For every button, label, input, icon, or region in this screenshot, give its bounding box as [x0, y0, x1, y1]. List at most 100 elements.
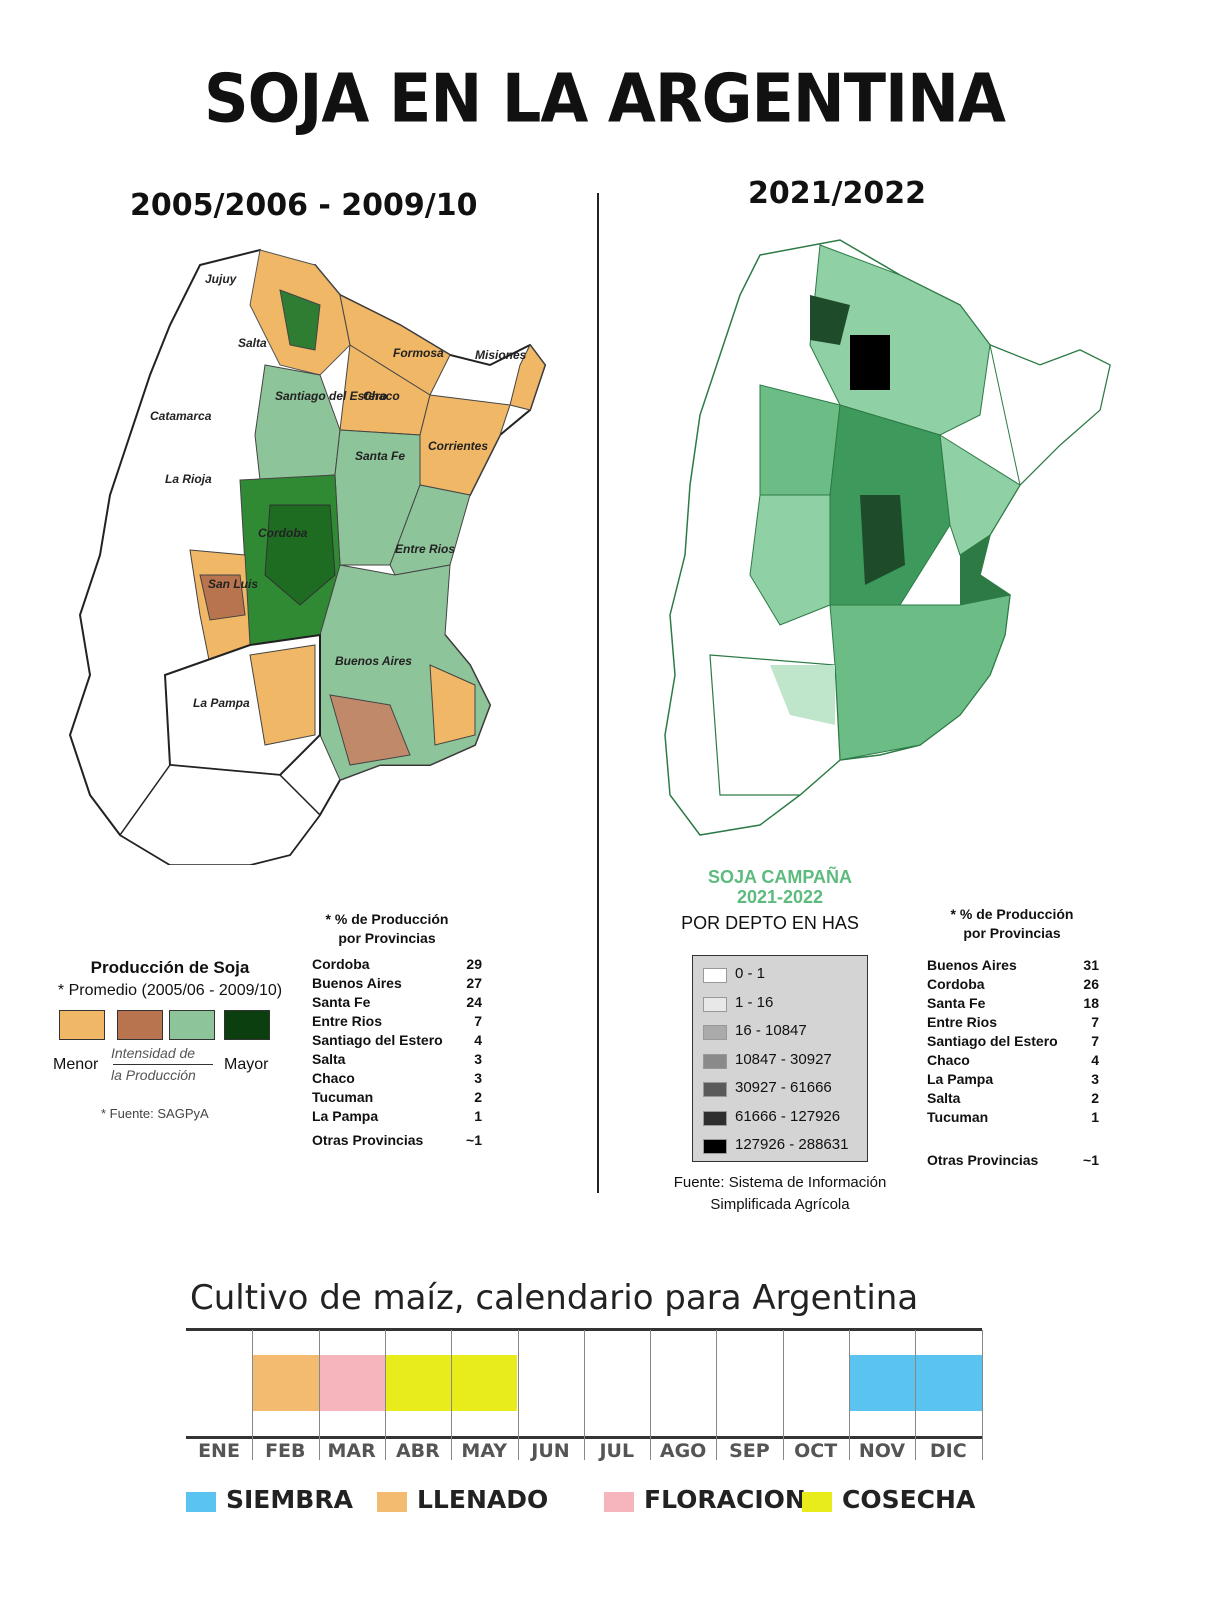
phase-swatch-siembra — [186, 1492, 216, 1512]
right-province-table: * % de Producción por Provincias Buenos … — [927, 905, 1099, 1175]
map-label: La Rioja — [165, 472, 212, 486]
table-row: Salta 3 — [312, 1051, 482, 1067]
month-label: JUL — [599, 1440, 635, 1462]
month-label: SEP — [729, 1440, 770, 1462]
right-legend-title-1: SOJA CAMPAÑA — [707, 867, 852, 887]
table-row: Chaco 3 — [312, 1070, 482, 1086]
calendar-divider — [915, 1330, 917, 1460]
table-header-1: * % de Producción — [950, 906, 1074, 922]
month-label: ABR — [395, 1440, 440, 1462]
left-period-title: 2005/2006 - 2009/10 — [130, 188, 478, 223]
map-label: La Pampa — [193, 696, 250, 710]
table-header-1: * % de Producción — [325, 911, 449, 927]
month-label: JUN — [531, 1440, 570, 1462]
table-row: La Pampa 3 — [927, 1071, 1099, 1087]
legend-axis-label-2: la Producción — [111, 1067, 196, 1083]
phase-swatch-cosecha — [802, 1492, 832, 1512]
table-row-other: Otras Provincias ~1 — [312, 1132, 482, 1148]
calendar-divider — [650, 1330, 652, 1460]
right-soy-map — [664, 239, 1111, 836]
map-label: Salta — [238, 336, 267, 350]
legend-swatch-3 — [169, 1010, 215, 1040]
month-label: ENE — [198, 1440, 240, 1462]
map-label: Jujuy — [205, 272, 238, 286]
right-legend-subtitle: POR DEPTO EN HAS — [681, 913, 859, 933]
phase-label-siembra: SIEMBRA — [226, 1485, 353, 1514]
legend-axis-arrow — [113, 1064, 213, 1065]
table-row: Santiago del Estero 7 — [927, 1033, 1099, 1049]
table-row: Cordoba 29 — [312, 956, 482, 972]
legend-swatch-4 — [224, 1010, 270, 1040]
right-legend-title-2: 2021-2022 — [736, 887, 824, 907]
table-row: Buenos Aires 31 — [927, 957, 1099, 973]
table-row: Cordoba 26 — [927, 976, 1099, 992]
right-source-2: Simplificada Agrícola — [710, 1196, 850, 1213]
calendar-divider — [252, 1330, 254, 1460]
table-row: Tucuman 2 — [312, 1089, 482, 1105]
month-label: MAY — [461, 1440, 507, 1462]
calendar-bar-abr — [385, 1355, 452, 1411]
calendar-divider — [849, 1330, 850, 1460]
calendar-bar-feb — [253, 1355, 319, 1411]
map-label: Santa Fe — [355, 449, 405, 463]
table-row: Santiago del Estero 4 — [312, 1032, 482, 1048]
calendar-bar-may — [452, 1355, 518, 1411]
table-row: Santa Fe 24 — [312, 994, 482, 1010]
table-row: Entre Rios 7 — [312, 1013, 482, 1029]
month-label: MAR — [327, 1440, 376, 1462]
calendar-bar-dic — [916, 1355, 982, 1411]
calendar-divider — [583, 1330, 585, 1460]
calendar-title: Cultivo de maíz, calendario para Argenti… — [190, 1278, 919, 1318]
calendar-divider — [716, 1330, 718, 1460]
legend-low-label: Menor — [53, 1056, 99, 1073]
left-legend-title: Producción de Soja — [90, 958, 250, 977]
right-source-1: Fuente: Sistema de Información — [673, 1174, 887, 1191]
table-row: Entre Rios 7 — [927, 1014, 1099, 1030]
map-label: Catamarca — [150, 409, 212, 423]
calendar-divider — [384, 1330, 386, 1460]
map-label: San Luis — [208, 577, 258, 591]
table-row: La Pampa 1 — [312, 1108, 482, 1124]
legend-high-label: Mayor — [224, 1056, 269, 1073]
month-label: NOV — [858, 1440, 906, 1462]
legend-swatch-2 — [117, 1010, 163, 1040]
month-label: AGO — [659, 1440, 707, 1462]
center-divider — [597, 193, 599, 1193]
table-row-other: Otras Provincias ~1 — [927, 1152, 1099, 1168]
map-label: Formosa — [393, 346, 444, 360]
phase-swatch-floracion — [604, 1492, 634, 1512]
left-source: * Fuente: SAGPyA — [101, 1106, 209, 1121]
calendar-bar-nov — [850, 1355, 916, 1411]
map-label: Misiones — [475, 348, 527, 362]
page-title: SOJA EN LA ARGENTINA — [204, 59, 1006, 138]
map-label: Cordoba — [258, 526, 308, 540]
table-row: Santa Fe 18 — [927, 995, 1099, 1011]
legend-axis-label-1: Intensidad de — [111, 1045, 196, 1061]
legend-swatch-1 — [59, 1010, 105, 1040]
table-row: Chaco 4 — [927, 1052, 1099, 1068]
calendar-bar-mar — [319, 1355, 385, 1411]
table-header-2: por Provincias — [338, 930, 436, 946]
table-header-2: por Provincias — [963, 925, 1061, 941]
month-label: FEB — [265, 1440, 306, 1462]
map-label: Santiago del Estero — [275, 389, 387, 403]
calendar-top-rule — [186, 1328, 982, 1331]
left-soy-map: Jujuy Salta Formosa Misiones Catamarca S… — [68, 248, 547, 865]
map-label: Corrientes — [428, 439, 488, 453]
month-label: DIC — [929, 1440, 967, 1462]
phase-label-cosecha: COSECHA — [842, 1485, 976, 1514]
left-legend-subtitle: * Promedio (2005/06 - 2009/10) — [57, 982, 283, 999]
map-label: Chaco — [363, 389, 400, 403]
table-row: Buenos Aires 27 — [312, 975, 482, 991]
right-period-title: 2021/2022 — [748, 176, 926, 211]
left-province-table: * % de Producción por Provincias Cordoba… — [312, 910, 482, 1150]
calendar-divider — [451, 1330, 453, 1460]
phase-swatch-llenado — [377, 1492, 407, 1512]
table-row: Tucuman 1 — [927, 1109, 1099, 1125]
map-label: Entre Rios — [395, 542, 455, 556]
map-label: Buenos Aires — [335, 654, 412, 668]
month-label: OCT — [794, 1440, 838, 1462]
calendar-divider — [782, 1330, 784, 1460]
calendar-divider — [517, 1330, 519, 1460]
